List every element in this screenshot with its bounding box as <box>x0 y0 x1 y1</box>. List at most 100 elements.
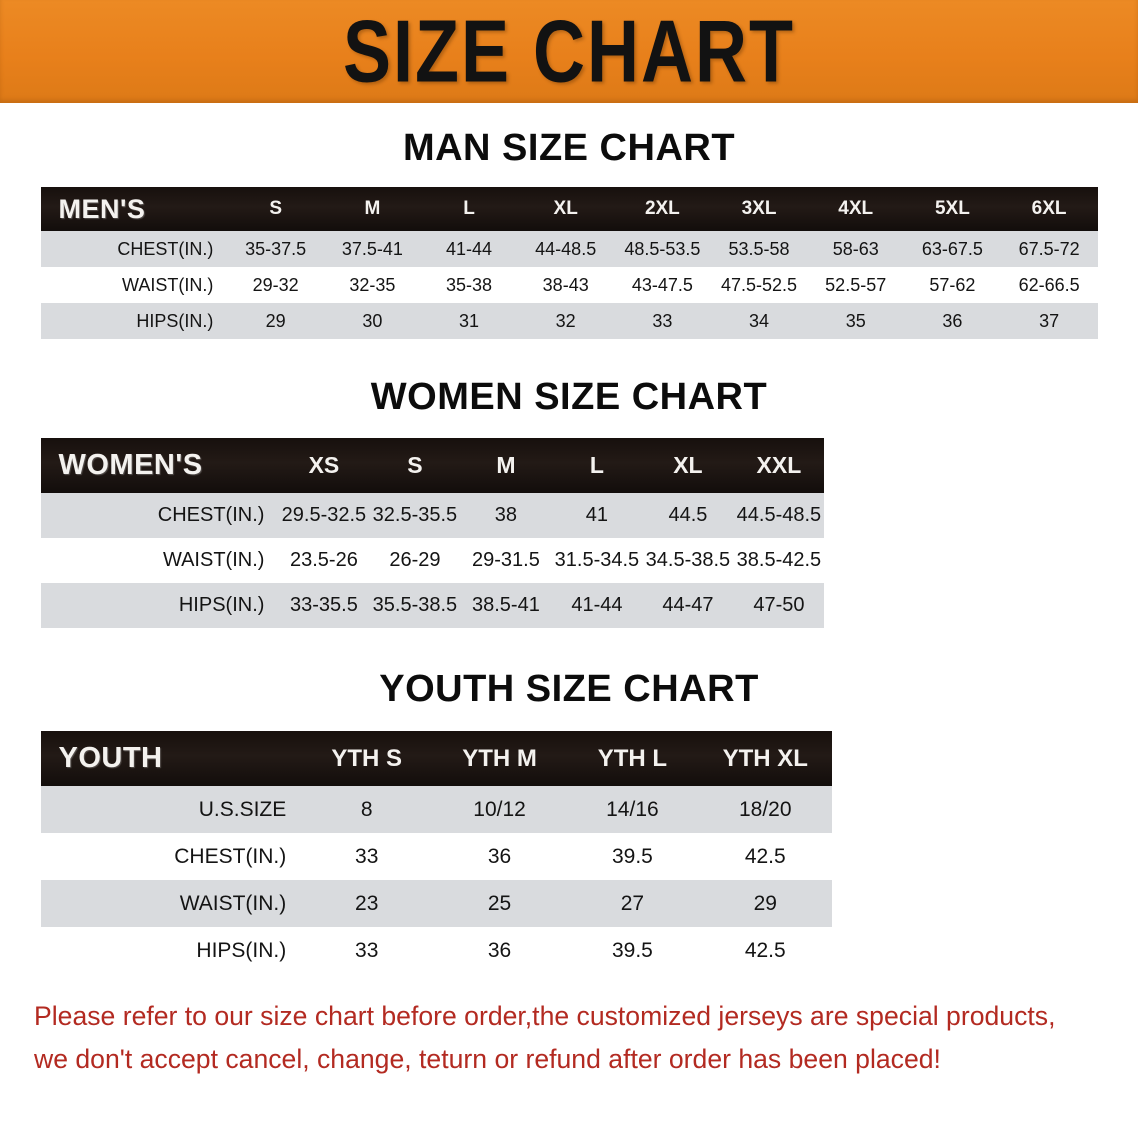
men-column-header-l: L <box>420 187 518 231</box>
youth-cell: 27 <box>565 880 699 927</box>
men-cell: 41-44 <box>420 231 518 267</box>
women-column-header-xs: XS <box>278 438 370 493</box>
women-cell: 44.5-48.5 <box>733 493 825 538</box>
men-corner-label: MEN'S <box>40 187 228 231</box>
women-cell-empty <box>1006 538 1098 583</box>
youth-cell: 29 <box>698 880 832 927</box>
men-column-header-xl: XL <box>517 187 615 231</box>
women-cell: 34.5-38.5 <box>642 538 734 583</box>
men-cell: 63-67.5 <box>904 231 1001 267</box>
women-size-table-wrapper: WOMEN'S XS S M L XL XXL CHEST(IN.) 29.5-32.5 32… <box>40 438 1098 628</box>
women-column-header-l: L <box>551 438 643 493</box>
youth-cell: 39.5 <box>565 927 699 974</box>
youth-cell-empty <box>831 786 965 833</box>
men-cell: 29 <box>227 303 325 339</box>
men-column-header-s: S <box>227 187 325 231</box>
women-cell: 38 <box>460 493 552 538</box>
youth-column-header-empty <box>831 731 965 786</box>
women-cell-empty <box>1006 583 1098 628</box>
men-column-header-5xl: 5XL <box>904 187 1001 231</box>
men-cell: 62-66.5 <box>1000 267 1098 303</box>
youth-cell-empty <box>964 786 1098 833</box>
men-cell: 37 <box>1000 303 1098 339</box>
women-column-header-empty <box>915 438 1007 493</box>
men-table-body: CHEST(IN.) 35-37.5 37.5-41 41-44 44-48.5 48.5… <box>40 231 1098 339</box>
men-cell: 38-43 <box>517 267 615 303</box>
youth-cell: 36 <box>433 927 566 974</box>
youth-cell-empty <box>964 833 1098 880</box>
men-cell: 31 <box>420 303 518 339</box>
men-column-header-2xl: 2XL <box>614 187 711 231</box>
women-table-row: WAIST(IN.) 23.5-26 26-29 29-31.5 31.5-34.5 34… <box>40 538 1098 583</box>
women-corner-label: WOMEN'S <box>40 438 279 493</box>
women-table-body: CHEST(IN.) 29.5-32.5 32.5-35.5 38 41 44.5 44.5… <box>40 493 1098 628</box>
women-header-row: WOMEN'S XS S M L XL XXL <box>40 438 1098 493</box>
youth-column-header-yth-s: YTH S <box>300 731 434 786</box>
women-column-header-xl: XL <box>642 438 734 493</box>
youth-cell: 18/20 <box>698 786 832 833</box>
youth-size-table-wrapper: YOUTH YTH S YTH M YTH L YTH XL U.S.SIZE 8 10/… <box>40 731 1098 974</box>
youth-column-header-yth-m: YTH M <box>433 731 566 786</box>
men-cell: 32 <box>517 303 615 339</box>
women-cell: 23.5-26 <box>278 538 370 583</box>
women-cell: 38.5-41 <box>460 583 552 628</box>
women-column-header-empty <box>1006 438 1098 493</box>
men-cell: 37.5-41 <box>324 231 421 267</box>
men-column-header-3xl: 3XL <box>710 187 808 231</box>
women-table-row: HIPS(IN.) 33-35.5 35.5-38.5 38.5-41 41-44 44-… <box>40 583 1098 628</box>
men-cell: 58-63 <box>807 231 905 267</box>
men-table-row: CHEST(IN.) 35-37.5 37.5-41 41-44 44-48.5 48.5… <box>40 231 1098 267</box>
women-cell-empty <box>915 493 1007 538</box>
youth-table-row: WAIST(IN.) 23 25 27 29 <box>40 880 1098 927</box>
men-table-head: MEN'S S M L XL 2XL 3XL 4XL 5XL 6XL <box>40 187 1098 231</box>
women-cell: 32.5-35.5 <box>369 493 461 538</box>
men-row-label: HIPS(IN.) <box>40 303 228 339</box>
youth-table-body: U.S.SIZE 8 10/12 14/16 18/20 CHEST(IN.) 33 36 39… <box>40 786 1098 974</box>
youth-cell: 8 <box>300 786 434 833</box>
men-cell: 35-38 <box>420 267 518 303</box>
women-cell: 44-47 <box>642 583 734 628</box>
men-cell: 30 <box>324 303 421 339</box>
youth-cell: 33 <box>300 927 434 974</box>
men-column-header-4xl: 4XL <box>807 187 905 231</box>
disclaimer-line-2: we don't accept cancel, change, teturn o… <box>34 1043 941 1074</box>
women-row-label: HIPS(IN.) <box>40 583 279 628</box>
youth-table-row: U.S.SIZE 8 10/12 14/16 18/20 <box>40 786 1098 833</box>
women-table-row: CHEST(IN.) 29.5-32.5 32.5-35.5 38 41 44.5 44.5… <box>40 493 1098 538</box>
women-column-header-s: S <box>369 438 461 493</box>
youth-cell: 23 <box>300 880 434 927</box>
youth-row-label: CHEST(IN.) <box>40 833 301 880</box>
women-cell: 29.5-32.5 <box>278 493 370 538</box>
youth-table-row: CHEST(IN.) 33 36 39.5 42.5 <box>40 833 1098 880</box>
men-cell: 67.5-72 <box>1000 231 1098 267</box>
women-column-header-xxl: XXL <box>733 438 825 493</box>
women-cell: 41-44 <box>551 583 643 628</box>
men-cell: 52.5-57 <box>807 267 905 303</box>
women-cell: 44.5 <box>642 493 734 538</box>
women-cell: 26-29 <box>369 538 461 583</box>
women-cell-empty <box>915 583 1007 628</box>
youth-cell: 10/12 <box>433 786 566 833</box>
men-cell: 35-37.5 <box>227 231 325 267</box>
men-header-row: MEN'S S M L XL 2XL 3XL 4XL 5XL 6XL <box>40 187 1098 231</box>
men-cell: 36 <box>904 303 1001 339</box>
disclaimer-line-1: Please refer to our size chart before or… <box>34 1001 1056 1031</box>
women-row-label: WAIST(IN.) <box>40 538 279 583</box>
page-title: SIZE CHART <box>343 2 795 101</box>
men-size-table-wrapper: MEN'S S M L XL 2XL 3XL 4XL 5XL 6XL CHEST(IN.) 35-… <box>40 187 1098 339</box>
women-table-head: WOMEN'S XS S M L XL XXL <box>40 438 1098 493</box>
men-cell: 53.5-58 <box>710 231 808 267</box>
men-cell: 29-32 <box>227 267 325 303</box>
youth-cell: 33 <box>300 833 434 880</box>
youth-size-table: YOUTH YTH S YTH M YTH L YTH XL U.S.SIZE 8 10/… <box>40 731 1098 974</box>
youth-cell: 14/16 <box>565 786 699 833</box>
youth-column-header-yth-l: YTH L <box>565 731 699 786</box>
order-policy-disclaimer: Please refer to our size chart before or… <box>34 995 1088 1080</box>
men-cell: 48.5-53.5 <box>614 231 711 267</box>
youth-cell-empty <box>831 880 965 927</box>
men-column-header-6xl: 6XL <box>1000 187 1098 231</box>
women-cell: 33-35.5 <box>278 583 370 628</box>
youth-corner-label: YOUTH <box>40 731 301 786</box>
men-cell: 57-62 <box>904 267 1001 303</box>
women-size-table: WOMEN'S XS S M L XL XXL CHEST(IN.) 29.5-32.5 32… <box>40 438 1098 628</box>
